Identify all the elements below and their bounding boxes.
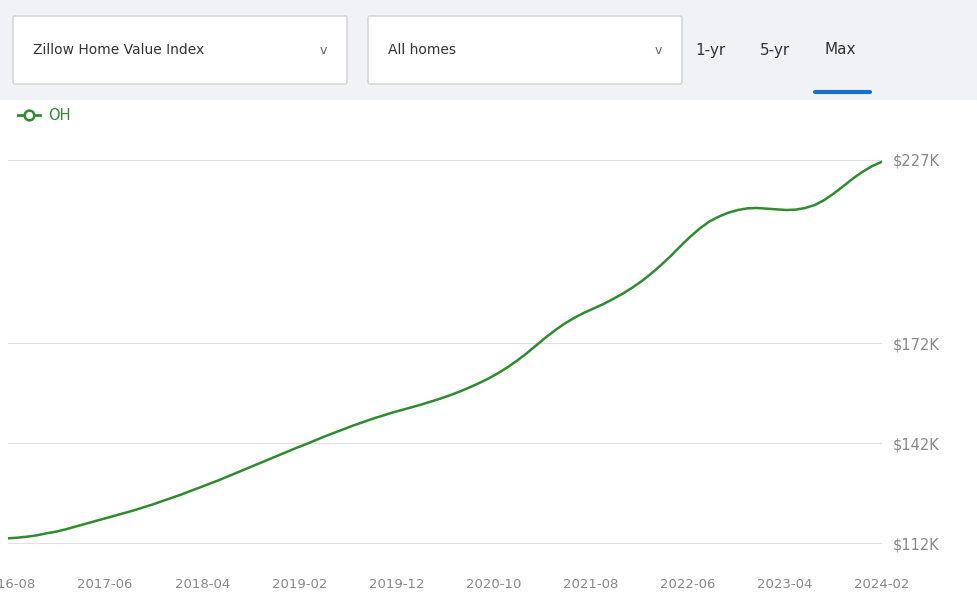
Text: All homes: All homes — [388, 43, 456, 57]
Text: v: v — [655, 43, 661, 56]
FancyBboxPatch shape — [13, 16, 347, 84]
FancyBboxPatch shape — [368, 16, 682, 84]
Text: Max: Max — [825, 42, 856, 58]
FancyBboxPatch shape — [0, 0, 977, 100]
Text: OH: OH — [48, 108, 70, 122]
Text: Zillow Home Value Index: Zillow Home Value Index — [33, 43, 204, 57]
Text: 1-yr: 1-yr — [695, 42, 725, 58]
Text: 5-yr: 5-yr — [760, 42, 790, 58]
Text: v: v — [319, 43, 326, 56]
